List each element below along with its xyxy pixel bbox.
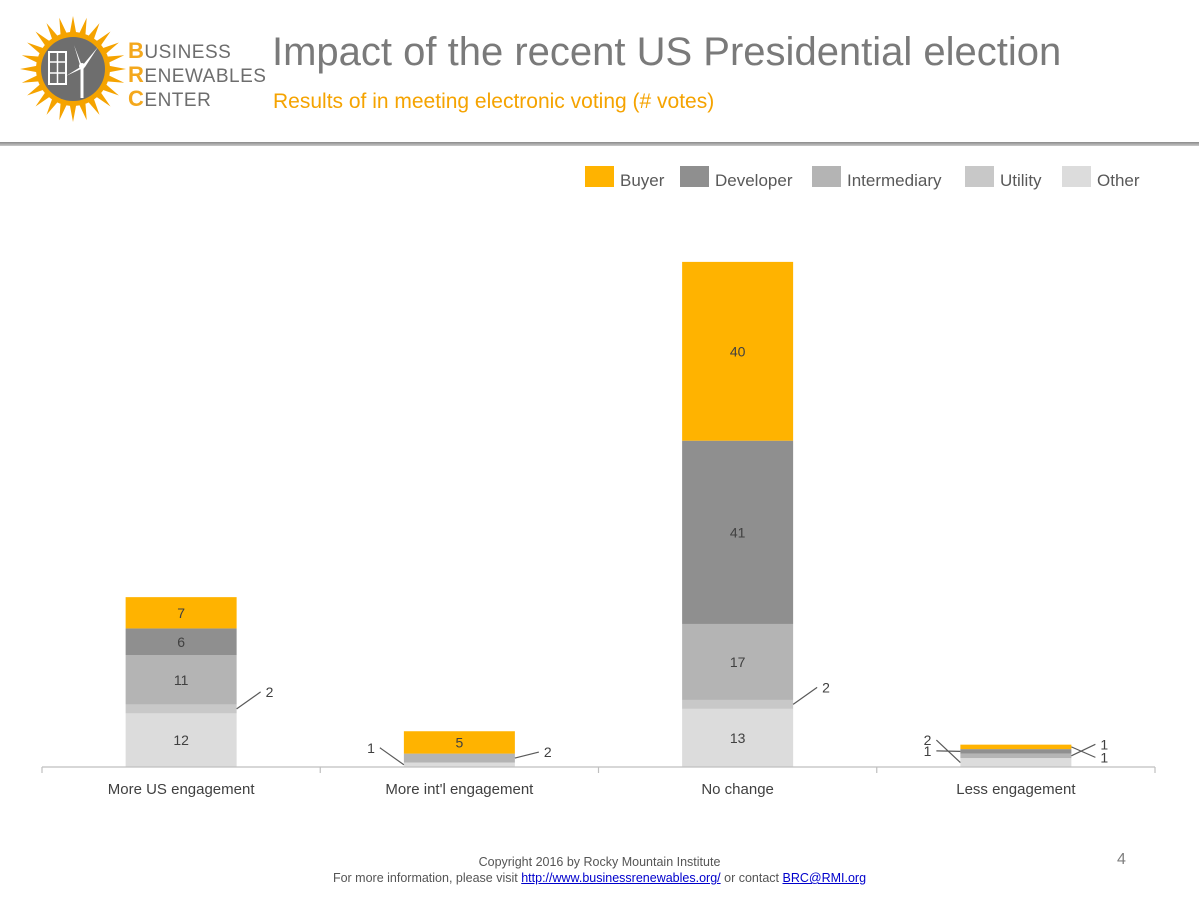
bar-segment-intermediary-more-int-l-engagement xyxy=(403,753,515,763)
data-label-buyer-less-engagement: 1 xyxy=(1100,749,1108,765)
logo-text: ENTER xyxy=(144,90,212,111)
info-mid: or contact xyxy=(720,871,783,885)
page-number: 4 xyxy=(1117,851,1126,868)
legend-label-other: Other xyxy=(1097,171,1140,190)
data-label-intermediary-no-change: 17 xyxy=(730,654,746,670)
slide-subtitle: Results of in meeting electronic voting … xyxy=(273,90,715,113)
chart-legend: Buyer Developer Intermediary Utility Other xyxy=(585,166,1140,190)
email-link[interactable]: BRC@RMI.org xyxy=(782,871,867,885)
bar-segment-buyer-no-change xyxy=(682,261,794,441)
data-label-intermediary-more-us-engagement: 11 xyxy=(174,672,189,688)
copyright-text: Copyright 2016 by Rocky Mountain Institu… xyxy=(478,855,721,869)
logo-letter: R xyxy=(128,62,145,87)
legend-swatch-other xyxy=(1062,166,1091,187)
chart-bars xyxy=(125,261,1072,767)
data-label-buyer-more-us-engagement: 7 xyxy=(177,605,185,621)
info-prefix: For more information, please visit xyxy=(332,871,522,885)
legend-label-developer: Developer xyxy=(715,171,793,190)
bar-segment-buyer-more-int-l-engagement xyxy=(403,731,515,754)
data-label-leader xyxy=(514,751,540,759)
legend-label-utility: Utility xyxy=(1000,171,1042,190)
data-label-intermediary-more-int-l-engagement: 2 xyxy=(544,744,552,760)
legend-label-intermediary: Intermediary xyxy=(847,171,942,190)
stacked-bar-chart: Buyer Developer Intermediary Utility Other 1… xyxy=(41,166,1156,798)
bar-segment-buyer-less-engagement xyxy=(960,744,1072,750)
data-label-intermediary-less-engagement: 1 xyxy=(1100,736,1108,752)
data-label-developer-less-engagement: 1 xyxy=(924,743,932,759)
slide-header: BUSINESS RENEWABLES CENTER Impact of the… xyxy=(0,0,1199,146)
slide-title: Impact of the recent US Presidential ele… xyxy=(272,30,1062,74)
bar-segment-other-more-us-engagement xyxy=(125,713,237,767)
data-label-buyer-no-change: 40 xyxy=(730,343,746,359)
data-label-utility-more-us-engagement: 2 xyxy=(266,684,274,700)
legend-swatch-utility xyxy=(965,166,994,187)
x-tick-label-more-us-engagement: More US engagement xyxy=(108,781,256,798)
data-label-leader xyxy=(379,747,405,766)
data-label-developer-no-change: 41 xyxy=(730,524,746,540)
legend-swatch-intermediary xyxy=(812,166,841,187)
legend-swatch-developer xyxy=(680,166,709,187)
data-label-buyer-more-int-l-engagement: 5 xyxy=(455,734,463,750)
data-label-leader xyxy=(1071,746,1096,758)
logo-letter: C xyxy=(128,86,145,111)
bar-segment-buyer-more-us-engagement xyxy=(125,597,237,629)
data-label-other-more-us-engagement: 12 xyxy=(173,732,189,748)
bar-segment-utility-more-us-engagement xyxy=(125,704,237,714)
data-label-leader xyxy=(236,691,261,710)
data-label-other-more-int-l-engagement: 1 xyxy=(367,740,375,756)
logo-line-3: CENTER xyxy=(128,88,266,112)
data-label-leader xyxy=(792,686,818,705)
bar-segment-other-less-engagement xyxy=(960,758,1072,767)
bar-segment-other-no-change xyxy=(682,708,794,767)
info-line: For more information, please visit http:… xyxy=(0,870,1199,886)
data-label-developer-more-us-engagement: 6 xyxy=(177,634,185,650)
logo-line-1: BUSINESS xyxy=(128,40,266,64)
x-tick-label-no-change: No change xyxy=(701,781,774,798)
data-label-other-less-engagement: 2 xyxy=(924,732,932,748)
data-label-other-no-change: 13 xyxy=(730,730,746,746)
x-tick-label-more-int-l-engagement: More int'l engagement xyxy=(385,781,534,798)
logo-letter: B xyxy=(128,38,145,63)
bar-segment-intermediary-no-change xyxy=(682,623,794,700)
bar-segment-intermediary-more-us-engagement xyxy=(125,655,237,705)
header-divider xyxy=(0,142,1199,146)
chart-x-axis: More US engagement More int'l engagement N… xyxy=(41,766,1156,798)
logo-line-2: RENEWABLES xyxy=(128,64,266,88)
sun-wind-solar-logo-icon xyxy=(20,16,126,122)
brc-logo: BUSINESS RENEWABLES CENTER xyxy=(18,14,268,124)
x-tick-label-less-engagement: Less engagement xyxy=(956,781,1076,798)
data-label-leader xyxy=(1071,743,1096,757)
data-label-leader xyxy=(936,750,961,752)
bar-segment-developer-less-engagement xyxy=(960,749,1072,754)
data-label-utility-no-change: 2 xyxy=(822,679,830,695)
bar-segment-developer-no-change xyxy=(682,440,794,624)
logo-text: USINESS xyxy=(144,42,232,63)
logo-wordmark: BUSINESS RENEWABLES CENTER xyxy=(128,40,266,112)
logo-text: ENEWABLES xyxy=(144,66,267,87)
slide-footer: Copyright 2016 by Rocky Mountain Institu… xyxy=(0,854,1199,886)
legend-label-buyer: Buyer xyxy=(620,171,665,190)
website-link[interactable]: http://www.businessrenewables.org/ xyxy=(521,871,721,885)
bar-segment-intermediary-less-engagement xyxy=(960,753,1072,759)
bar-segment-utility-no-change xyxy=(682,699,794,709)
bar-segment-other-more-int-l-engagement xyxy=(403,762,515,767)
legend-swatch-buyer xyxy=(585,166,614,187)
bar-segment-developer-more-us-engagement xyxy=(125,628,237,656)
